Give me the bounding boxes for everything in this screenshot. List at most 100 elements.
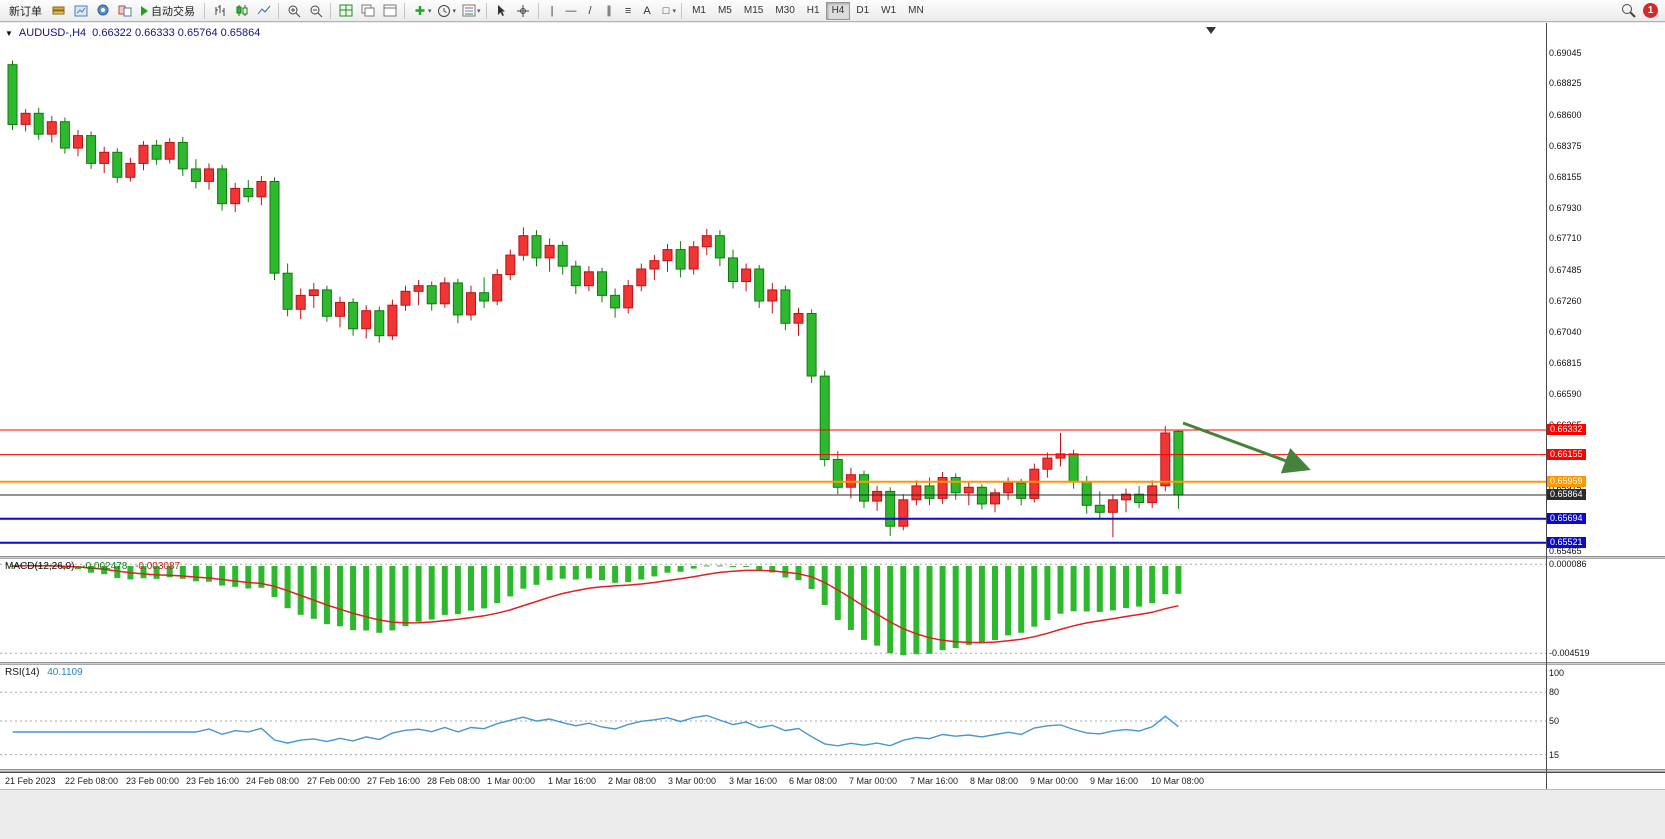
axis-divider-line [1546,23,1547,789]
rsi-panel-chart[interactable] [0,665,1546,769]
rsi-axis-label: 15 [1549,750,1560,760]
date-axis-label: 8 Mar 08:00 [970,776,1019,786]
tile-windows-icon[interactable] [335,1,356,20]
macd-axis: 0.000086 -0.004519 [1547,559,1665,662]
price-axis-label: 0.68375 [1549,141,1582,151]
timeframe-m30-button[interactable]: M30 [769,2,800,20]
auto-trading-label: 自动交易 [151,5,195,18]
market-watch-icon[interactable] [48,1,69,20]
price-axis-label: 0.67930 [1549,203,1582,213]
price-line-label: 0.65521 [1547,537,1586,548]
toolbar-separator [485,2,487,19]
zoom-out-icon[interactable] [305,1,326,20]
rsi-axis-label: 100 [1549,668,1565,678]
price-axis[interactable]: 0.69045 0.68825 0.68600 0.68375 0.68155 0.679… [1547,23,1665,556]
vertical-line-tool[interactable]: | [550,4,554,17]
date-axis-label: 9 Mar 00:00 [1030,776,1079,786]
add-indicator-dropdown-icon[interactable]: ▾ [428,7,432,15]
macd-axis-label: 0.000086 [1549,559,1587,569]
notification-badge[interactable]: 1 [1643,3,1658,18]
fibonacci-retracement-tool[interactable]: ≡ [624,4,632,17]
date-axis-label: 2 Mar 08:00 [608,776,657,786]
price-axis-label: 0.66590 [1549,389,1582,399]
crosshair-icon[interactable] [513,1,534,20]
toolbar-separator [204,2,205,19]
main-price-chart[interactable] [0,23,1546,556]
date-axis-label: 1 Mar 16:00 [548,776,597,786]
panel-separator[interactable] [0,556,1665,559]
price-axis-label: 0.67040 [1549,327,1582,337]
trend-arrow-annotation[interactable] [1182,421,1311,474]
new-order-button[interactable]: 新订单 [4,1,47,20]
auto-trading-button[interactable]: 自动交易 [136,1,200,20]
drawing-tools-group: | — / ∥ ≡ A □ ▾ [543,1,678,20]
date-axis-label: 27 Feb 16:00 [367,776,421,786]
timeframe-m1-button[interactable]: M1 [686,2,712,20]
date-axis-label: 10 Mar 08:00 [1151,776,1205,786]
trendline-tool[interactable]: / [588,4,592,17]
price-axis-label: 0.67485 [1549,265,1582,275]
template-dropdown-icon[interactable]: ▾ [477,7,481,15]
date-axis-label: 27 Feb 00:00 [307,776,361,786]
panel-separator[interactable] [0,769,1665,772]
candlestick-chart-type-icon[interactable] [231,1,252,20]
community-icon[interactable] [92,1,113,20]
bar-chart-type-icon[interactable] [209,1,230,20]
date-axis-label: 24 Feb 08:00 [246,776,300,786]
timeframe-toolbar: M1 M5 M15 M30 H1 H4 D1 W1 MN [686,1,930,20]
timeframe-w1-button[interactable]: W1 [875,2,902,20]
macd-signal-value: -0.003087 [135,561,181,572]
date-axis-label: 3 Mar 00:00 [668,776,717,786]
toolbar-separator [537,2,539,19]
timeframe-m5-button[interactable]: M5 [712,2,738,20]
zoom-in-icon[interactable] [283,1,304,20]
search-icon[interactable] [1618,1,1639,20]
date-axis-label: 23 Feb 16:00 [186,776,240,786]
rsi-indicator-label: RSI(14) 40.1109 [5,667,83,678]
date-axis-label: 21 Feb 2023 [5,776,56,786]
play-icon [141,5,148,16]
line-chart-type-icon[interactable] [253,1,274,20]
price-axis-label: 0.65915 [1549,483,1582,493]
date-axis[interactable]: 21 Feb 2023 22 Feb 08:00 23 Feb 00:00 23 Fe… [0,772,1665,789]
toolbar-separator [330,2,331,19]
date-axis-label: 6 Mar 08:00 [789,776,838,786]
template-icon[interactable] [458,1,479,20]
macd-name: MACD(12,26,9) [5,561,75,572]
multi-chart-icon[interactable] [114,1,135,20]
horizontal-line-tool[interactable]: — [565,4,577,17]
timeframe-h4-button[interactable]: H4 [825,1,851,20]
date-axis-label: 1 Mar 00:00 [487,776,536,786]
cursor-icon[interactable] [491,1,512,20]
timeframe-h1-button[interactable]: H1 [801,2,826,20]
date-axis-label: 3 Mar 16:00 [729,776,778,786]
price-line-label: 0.65864 [1547,489,1586,500]
shapes-tool[interactable]: □ [662,4,670,17]
timeframe-d1-button[interactable]: D1 [850,2,875,20]
equidistant-channel-tool[interactable]: ∥ [606,5,612,17]
rsi-axis-label: 50 [1549,716,1560,726]
chart-shift-marker[interactable] [1206,27,1216,34]
cascade-windows-icon[interactable] [357,1,378,20]
top-toolbar: 新订单 自动交易 ▾ ▾ [0,0,1665,22]
date-axis-label: 23 Feb 00:00 [126,776,180,786]
price-axis-label: 0.65465 [1549,546,1582,556]
one-click-trading-toggle-icon[interactable]: ▼ [5,28,13,38]
new-order-label: 新订单 [9,5,42,18]
price-line-label: 0.66332 [1547,424,1586,435]
timeframe-m15-button[interactable]: M15 [738,2,769,20]
timeframe-mn-button[interactable]: MN [902,2,930,20]
window-bottom-area [0,789,1665,839]
price-axis-label: 0.68600 [1549,110,1582,120]
periods-dropdown-icon[interactable]: ▾ [452,7,457,15]
price-axis-label: 0.69045 [1549,48,1582,58]
add-indicator-icon[interactable] [409,1,430,20]
macd-axis-label: -0.004519 [1549,648,1590,658]
data-window-icon[interactable] [70,1,91,20]
periods-clock-icon[interactable] [434,1,455,20]
macd-panel-chart[interactable] [0,559,1546,662]
chart-profile-icon[interactable] [379,1,400,20]
shapes-dropdown-icon[interactable]: ▾ [672,7,677,15]
panel-separator[interactable] [0,662,1665,665]
text-tool[interactable]: A [643,4,651,17]
